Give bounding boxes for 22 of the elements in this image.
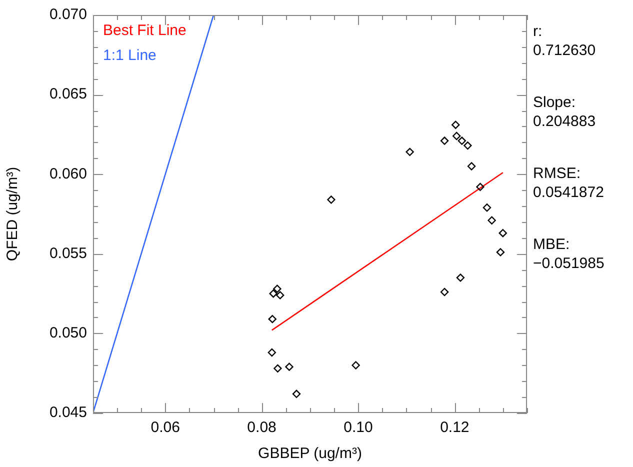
- text: Best Fit Line: [103, 22, 186, 40]
- y-tick-label: 0.055: [49, 244, 87, 262]
- y-axis-title: QFED (ug/m³): [4, 166, 22, 262]
- text: 0.0541872: [533, 184, 604, 202]
- x-tick-label: 0.06: [150, 419, 180, 436]
- x-tick-label: 0.12: [440, 419, 470, 436]
- text: Slope:: [533, 94, 576, 112]
- text: 1:1 Line: [103, 47, 156, 64]
- y-tick-label: 0.070: [49, 6, 87, 24]
- y-tick-label: 0.045: [49, 404, 87, 422]
- x-tick-label: 0.10: [344, 419, 373, 436]
- x-tick-label: 0.08: [247, 419, 276, 436]
- y-tick-label: 0.050: [49, 324, 87, 342]
- text: −0.051985: [533, 255, 604, 272]
- y-tick-label: 0.060: [49, 165, 87, 182]
- text: RMSE:: [533, 165, 581, 182]
- text: 0.712630: [533, 42, 596, 60]
- y-tick-label: 0.065: [49, 86, 87, 103]
- x-axis-title: GBBEP (ug/m³): [258, 445, 362, 462]
- text: MBE:: [533, 236, 570, 254]
- text: 0.204883: [533, 113, 596, 130]
- text: r:: [533, 23, 542, 40]
